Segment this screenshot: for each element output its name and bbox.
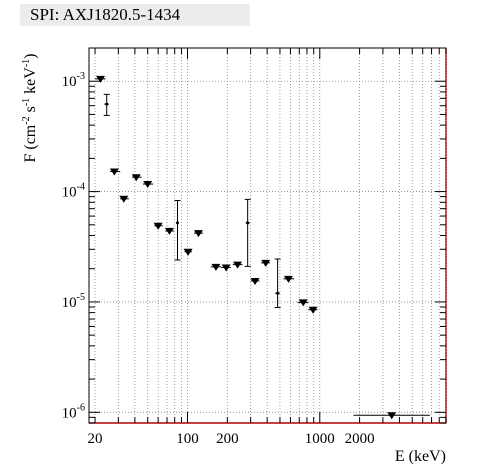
data-series [95, 75, 430, 420]
upper-limit-marker [153, 222, 163, 230]
chart-title: SPI: AXJ1820.5-1434 [30, 5, 181, 24]
upper-limit-point [261, 259, 271, 267]
x-tick-label: 2000 [345, 431, 375, 447]
upper-limit-point [153, 222, 163, 230]
upper-limit-marker [250, 277, 260, 285]
y-axis-label-main: F (cm [22, 124, 39, 162]
x-tick-labels: 20 100 200 1000 2000 [88, 431, 375, 447]
upper-limit-marker [233, 261, 243, 269]
measurement-marker [105, 102, 109, 106]
upper-limit-point [109, 168, 121, 176]
upper-limit-marker [96, 75, 106, 83]
measurement-point [244, 198, 251, 267]
y-axis-label-exp2: -1 [21, 98, 32, 106]
upper-limit-point [183, 248, 193, 256]
y-tick-label: 10-4 [62, 182, 85, 201]
y-tick-label: 10-6 [62, 402, 85, 421]
upper-limit-point [283, 275, 295, 283]
measurement-point [274, 258, 281, 309]
upper-limit-marker [211, 263, 221, 271]
y-axis-label-end: ) [22, 53, 39, 58]
title-box: SPI: AXJ1820.5-1434 [20, 4, 250, 26]
upper-limit-point [119, 195, 129, 203]
measurement-marker [246, 221, 250, 225]
upper-limit-marker [261, 259, 271, 267]
upper-limit-marker [193, 230, 203, 238]
upper-limit-marker [143, 181, 153, 189]
measurement-point [174, 200, 181, 261]
upper-limit-marker [298, 299, 308, 307]
y-tick-labels: 10-3 10-4 10-5 10-6 [62, 71, 85, 421]
axis-ticks [89, 47, 447, 424]
upper-limit-marker [283, 275, 293, 283]
upper-limit-marker [119, 195, 129, 203]
measurement-marker [276, 291, 280, 295]
grid-lines [89, 48, 447, 423]
upper-limit-point [164, 227, 174, 235]
y-axis-label-mid1: s [22, 106, 39, 116]
y-tick-label: 10-5 [62, 292, 85, 311]
upper-limit-point [308, 306, 318, 314]
y-axis-label-mid2: keV [22, 67, 39, 98]
x-tick-label: 1000 [305, 431, 335, 447]
y-axis-label-exp3: -1 [21, 59, 32, 67]
y-axis-label: F (cm-2 s-1 keV-1) [21, 53, 39, 162]
upper-limit-marker [131, 174, 141, 182]
measurement-point [103, 93, 110, 116]
y-tick-label: 10-3 [62, 71, 85, 90]
x-tick-label: 200 [216, 431, 239, 447]
upper-limit-point [193, 230, 204, 238]
upper-limit-point [221, 264, 231, 272]
upper-limit-point [250, 277, 260, 285]
upper-limit-point [210, 263, 222, 271]
upper-limit-point [131, 174, 142, 182]
x-tick-label: 20 [88, 431, 103, 447]
upper-limit-marker [164, 227, 174, 235]
upper-limit-point [353, 412, 430, 420]
measurement-marker [175, 221, 179, 225]
upper-limit-point [95, 75, 106, 83]
upper-limit-marker [221, 264, 231, 272]
upper-limit-marker [109, 168, 119, 176]
x-tick-label: 100 [176, 431, 199, 447]
x-axis-label: E (keV) [395, 448, 446, 465]
upper-limit-marker [183, 248, 193, 256]
upper-limit-marker [308, 306, 318, 314]
y-axis-label-exp1: -2 [21, 116, 32, 124]
upper-limit-point [232, 261, 243, 269]
upper-limit-point [142, 181, 154, 189]
upper-limit-point [297, 299, 309, 307]
upper-limit-marker [387, 412, 397, 420]
